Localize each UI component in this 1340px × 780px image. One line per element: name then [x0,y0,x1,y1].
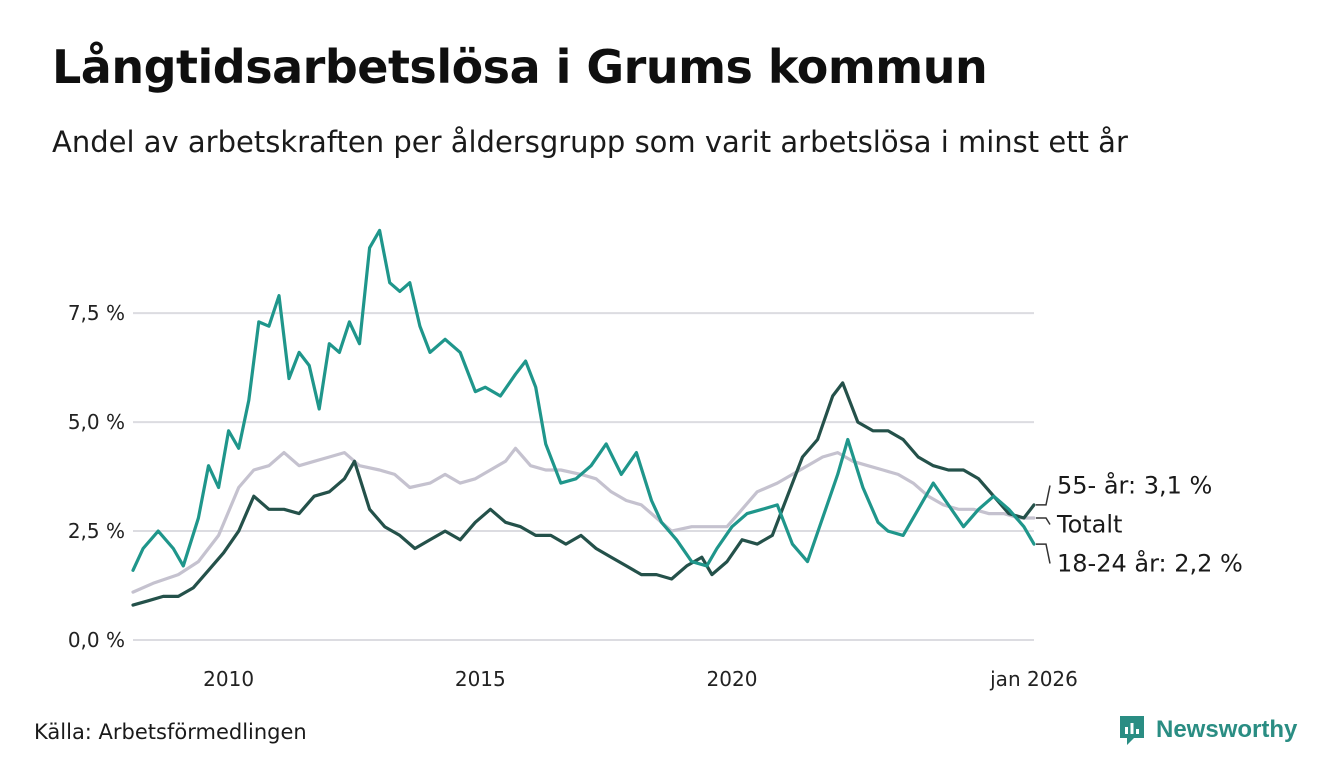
chart-subtitle: Andel av arbetskraften per åldersgrupp s… [52,125,1128,159]
y-tick-label: 5,0 % [68,410,125,434]
series-line-1 [131,381,1036,607]
leader-line [1036,517,1051,525]
series-end-label: 55- år: 3,1 % [1057,471,1212,500]
y-tick-label: 7,5 % [68,301,125,325]
source-note: Källa: Arbetsförmedlingen [34,720,307,744]
x-tick-label: 2015 [455,667,506,691]
x-tick-label: 2020 [707,667,758,691]
series-layer [131,228,1036,607]
x-tick-label: 2010 [203,667,254,691]
series-line-2 [131,228,1036,572]
end-label-layer: 55- år: 3,1 % Totalt 18-24 år: 2,2 % [1036,471,1243,578]
y-tick-label: 2,5 % [68,519,125,543]
newsworthy-icon [1120,716,1144,745]
brand-name: Newsworthy [1156,716,1298,743]
chart-title: Långtidsarbetslösa i Grums kommun [52,40,988,94]
y-tick-label: 0,0 % [68,628,125,652]
leader-line [1036,485,1051,506]
brand-logo: Newsworthy [1118,714,1297,746]
x-tick-label: jan 2026 [989,667,1078,691]
series-end-label: Totalt [1056,511,1122,539]
series-line-0 [131,446,1036,594]
series-end-label: 18-24 år: 2,2 % [1057,549,1243,578]
leader-line [1036,543,1051,564]
grid-layer [133,312,1034,641]
axis-layer: 0,0 % 2,5 % 5,0 % 7,5 % 2010 2015 2020 jan 2026 [68,301,1078,691]
